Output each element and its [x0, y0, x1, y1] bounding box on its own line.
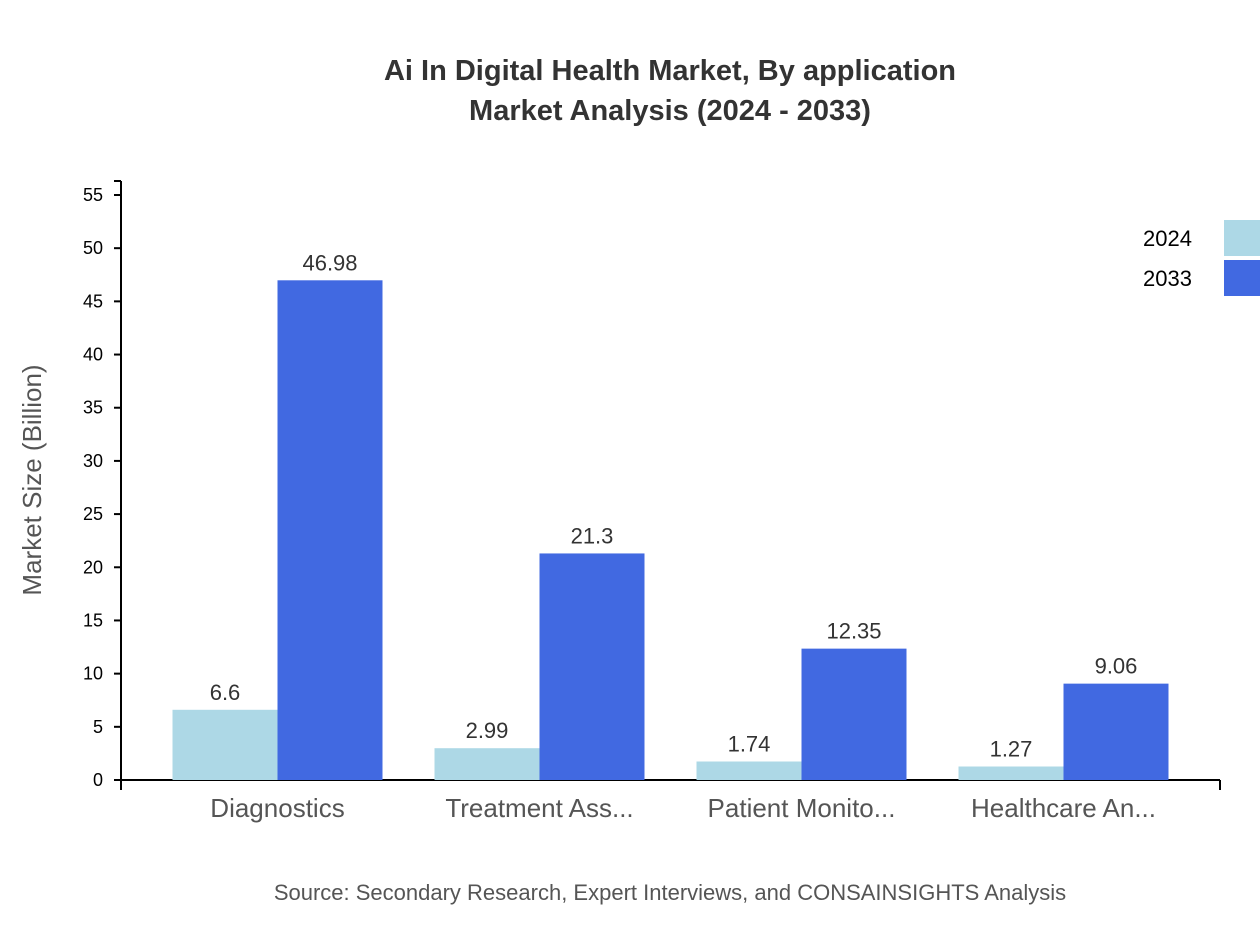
legend-swatch-2024 [1224, 220, 1260, 256]
data-label: 12.35 [826, 619, 881, 644]
legend-label: 2033 [1143, 266, 1192, 291]
data-label: 1.27 [990, 736, 1033, 761]
data-label: 1.74 [728, 731, 771, 756]
bar-2024 [958, 766, 1064, 780]
x-tick-label: Diagnostics [210, 793, 344, 823]
bar-2033 [1063, 683, 1169, 780]
y-tick-label: 15 [83, 610, 103, 630]
data-label: 9.06 [1095, 654, 1138, 679]
bar-2024 [434, 748, 540, 780]
y-tick-label: 20 [83, 557, 103, 577]
source-note: Source: Secondary Research, Expert Inter… [274, 880, 1066, 905]
y-tick-label: 55 [83, 185, 103, 205]
bar-2024 [172, 709, 278, 780]
y-tick-label: 25 [83, 504, 103, 524]
legend-swatch-2033 [1224, 260, 1260, 296]
bar-2024 [696, 761, 802, 780]
bar-2033 [539, 553, 645, 780]
chart-title: Ai In Digital Health Market, By applicat… [384, 55, 956, 87]
y-axis-label: Market Size (Billion) [17, 364, 47, 595]
bar-2033 [801, 648, 907, 780]
y-tick-label: 5 [93, 717, 103, 737]
y-tick-label: 0 [93, 770, 103, 790]
data-label: 6.6 [210, 680, 241, 705]
y-tick-label: 45 [83, 291, 103, 311]
data-label: 2.99 [466, 718, 509, 743]
y-tick-label: 40 [83, 345, 103, 365]
y-tick-label: 35 [83, 398, 103, 418]
y-tick-label: 10 [83, 664, 103, 684]
data-label: 46.98 [302, 250, 357, 275]
chart-subtitle: Market Analysis (2024 - 2033) [469, 95, 871, 127]
x-tick-label: Treatment Ass... [445, 793, 633, 823]
data-label: 21.3 [571, 523, 614, 548]
y-tick-label: 30 [83, 451, 103, 471]
x-tick-label: Patient Monito... [708, 793, 896, 823]
x-tick-label: Healthcare An... [971, 793, 1156, 823]
legend-label: 2024 [1143, 226, 1192, 251]
y-tick-label: 50 [83, 238, 103, 258]
bar-2033 [277, 280, 383, 780]
